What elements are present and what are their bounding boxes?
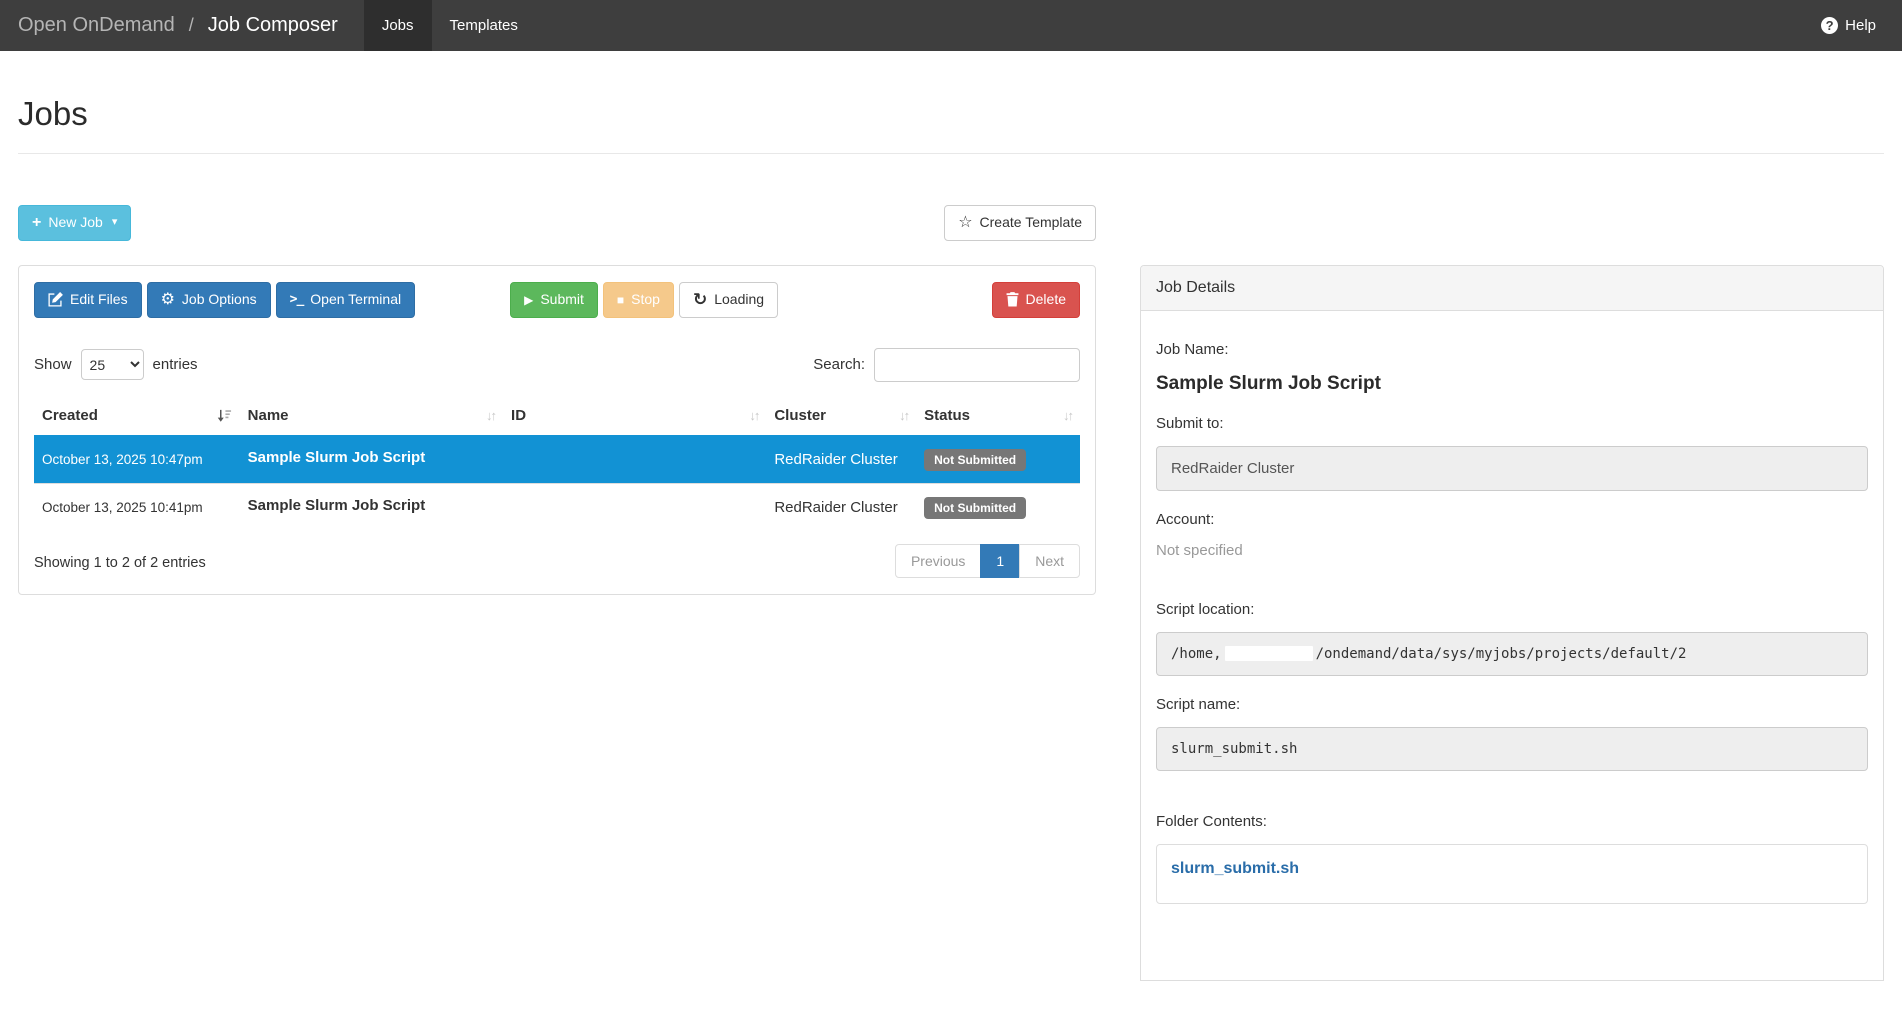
caret-down-icon: ▾ [111,216,118,229]
search-input[interactable] [874,347,1080,382]
breadcrumb-separator: / [188,15,194,35]
terminal-icon: >_ [289,292,305,308]
top-navbar: Open OnDemand / Job Composer Jobs Templa… [0,0,1902,51]
table-row[interactable]: October 13, 2025 10:47pm Sample Slurm Jo… [34,434,1080,484]
tab-jobs[interactable]: Jobs [363,0,432,51]
job-name-cell: Sample Slurm Job Script [239,434,504,484]
column-header-cluster[interactable]: Cluster ↓↑ [774,406,910,424]
title-divider [18,153,1884,154]
column-header-status[interactable]: Status ↓↑ [924,406,1074,424]
pagination-previous[interactable]: Previous [894,543,982,578]
job-id-cell [503,434,767,484]
page-title: Jobs [18,95,88,132]
account-value: Not specified [1156,541,1243,559]
submit-to-field: RedRaider Cluster [1156,445,1868,491]
script-location-field: /home,/ondemand/data/sys/myjobs/projects… [1156,631,1868,676]
delete-button[interactable]: Delete [991,281,1080,318]
show-label: Show [34,356,72,374]
tab-templates[interactable]: Templates [449,17,518,34]
breadcrumb: Open OnDemand / Job Composer [18,0,338,51]
pagination: Previous 1 Next [894,543,1080,578]
help-label: Help [1845,17,1876,34]
job-name-cell: Sample Slurm Job Script [239,483,504,532]
jobs-panel: Edit Files ⚙ Job Options >_ Open Termina… [18,264,1096,595]
pagination-page-1[interactable]: 1 [980,543,1021,578]
sort-icon: ↓↑ [1063,407,1074,423]
pagination-next[interactable]: Next [1019,543,1080,578]
refresh-icon: ↻ [692,290,708,310]
job-created-cell: October 13, 2025 10:41pm [34,483,240,532]
edit-files-label: Edit Files [70,290,128,307]
job-created-cell: October 13, 2025 10:47pm [34,434,240,484]
column-header-created[interactable]: Created [34,396,240,436]
job-name-value: Sample Slurm Job Script [1156,372,1381,394]
job-status-cell: Not Submitted [916,483,1080,532]
play-icon: ▶ [524,292,534,307]
delete-label: Delete [1025,290,1066,307]
job-details-title: Job Details [1141,265,1883,311]
actions-row: + New Job ▾ ☆ Create Template [18,205,1096,241]
jobs-table: Created Name ↓↑ [34,396,1080,532]
script-name-label: Script name: [1156,695,1241,713]
job-id-cell [503,483,767,532]
column-header-id[interactable]: ID ↓↑ [511,406,760,424]
job-details-panel: Job Details Job Name: Sample Slurm Job S… [1140,264,1884,981]
job-cluster-cell: RedRaider Cluster [766,483,917,532]
help-link[interactable]: ? Help [1821,17,1876,34]
open-terminal-label: Open Terminal [310,290,402,307]
question-circle-icon: ? [1821,17,1839,34]
open-terminal-button[interactable]: >_ Open Terminal [275,281,416,318]
app-title[interactable]: Job Composer [207,14,338,36]
submit-button[interactable]: ▶ Submit [510,281,598,318]
new-job-button[interactable]: + New Job ▾ [18,205,132,241]
script-location-label: Script location: [1156,600,1255,618]
job-name-label: Job Name: [1156,340,1229,358]
folder-contents-box: slurm_submit.sh [1156,843,1868,904]
gear-icon: ⚙ [160,290,175,308]
status-badge: Not Submitted [924,497,1027,520]
column-header-name[interactable]: Name ↓↑ [247,406,497,424]
folder-contents-label: Folder Contents: [1156,812,1267,830]
new-job-label: New Job [48,214,103,230]
loading-label: Loading [714,290,765,307]
entries-label: entries [152,356,198,374]
star-icon: ☆ [958,213,973,231]
table-controls: Show 25 entries Search: [34,347,1080,382]
sort-icon: ↓↑ [899,407,910,423]
submit-to-label: Submit to: [1156,414,1224,432]
edit-files-button[interactable]: Edit Files [34,281,142,318]
submit-label: Submit [540,290,584,307]
loading-button[interactable]: ↻ Loading [678,281,779,318]
job-action-toolbar: Edit Files ⚙ Job Options >_ Open Termina… [34,281,1080,318]
job-options-label: Job Options [181,290,257,307]
edit-icon [48,292,63,307]
account-label: Account: [1156,510,1215,528]
create-template-label: Create Template [979,214,1082,230]
script-name-field: slurm_submit.sh [1156,726,1868,771]
trash-icon [1006,292,1019,307]
search-label: Search: [813,356,865,374]
table-header-row: Created Name ↓↑ [34,396,1080,436]
job-options-button[interactable]: ⚙ Job Options [146,281,271,318]
folder-file-link[interactable]: slurm_submit.sh [1171,859,1300,877]
table-row[interactable]: October 13, 2025 10:41pm Sample Slurm Jo… [34,483,1080,532]
status-badge: Not Submitted [924,448,1027,471]
job-cluster-cell: RedRaider Cluster [766,434,917,484]
job-status-cell: Not Submitted [916,434,1080,484]
sort-icon: ↓↑ [749,407,760,423]
create-template-button[interactable]: ☆ Create Template [944,205,1096,241]
stop-label: Stop [631,290,660,307]
page-length-select[interactable]: 25 [80,349,144,381]
entries-summary: Showing 1 to 2 of 2 entries [34,554,206,571]
sort-icon: ↓↑ [486,407,497,423]
redacted-username [1224,646,1313,662]
stop-icon: ■ [616,292,625,307]
table-footer: Showing 1 to 2 of 2 entries Previous 1 N… [34,534,1080,578]
sort-desc-active-icon [217,408,232,423]
plus-icon: + [32,213,42,231]
stop-button[interactable]: ■ Stop [602,281,674,318]
brand-open-ondemand[interactable]: Open OnDemand [18,14,175,36]
